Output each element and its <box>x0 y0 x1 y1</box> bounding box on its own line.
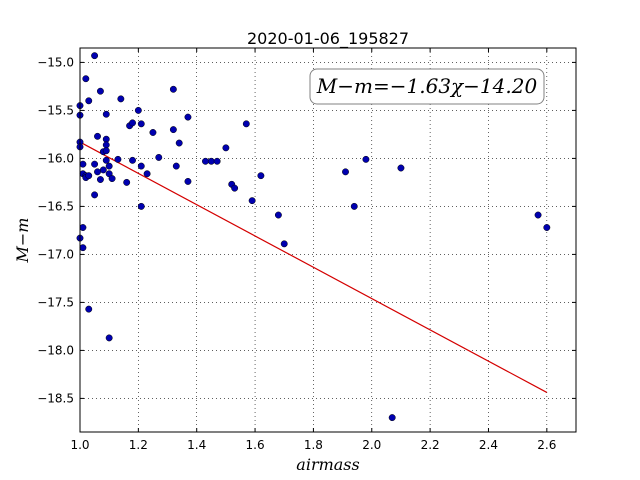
data-point <box>85 97 93 105</box>
plot-frame <box>79 47 577 433</box>
fit-line-group <box>79 141 548 393</box>
fit-annotation-box <box>309 68 545 105</box>
data-point <box>114 155 122 163</box>
data-point <box>129 119 136 127</box>
data-point <box>248 197 256 205</box>
data-point <box>222 144 230 152</box>
data-point <box>169 85 177 93</box>
data-point <box>534 211 542 219</box>
y-tick-label: −17.5 <box>37 295 74 309</box>
x-axis-label: airmass <box>296 455 359 474</box>
data-point <box>85 172 93 180</box>
data-point <box>102 147 110 155</box>
x-ticks: 1.0 1.2 1.4 1.6 1.8 2.0 2.2 2.4 2.6 <box>70 48 556 452</box>
data-point <box>257 172 265 180</box>
data-point <box>149 129 157 136</box>
data-point <box>543 224 551 231</box>
y-ticks: −15.0 −15.5 −16.0 −16.5 −17.0 −17.5 −18.0 −18.5 <box>37 55 576 405</box>
data-point <box>108 175 116 183</box>
data-point <box>82 75 90 83</box>
data-point <box>99 166 107 174</box>
y-tick-label: −18.0 <box>37 343 74 357</box>
y-tick-label: −18.5 <box>37 391 74 405</box>
data-point <box>105 162 113 170</box>
data-point <box>94 168 101 176</box>
data-point <box>175 139 183 147</box>
y-tick-label: −16.0 <box>37 151 74 165</box>
x-tick-label: 1.4 <box>187 438 206 452</box>
grid <box>79 48 576 432</box>
chart-title: 2020-01-06_195827 <box>247 29 409 49</box>
data-point <box>213 157 221 165</box>
data-point <box>91 52 99 60</box>
data-point <box>137 202 145 210</box>
data-point <box>362 155 370 163</box>
data-point <box>397 164 405 172</box>
data-point <box>129 156 136 164</box>
data-point <box>85 305 93 313</box>
x-tick-label: 1.8 <box>304 438 323 452</box>
plot-area <box>80 48 576 432</box>
data-point <box>388 414 396 422</box>
data-point <box>155 153 163 161</box>
fit-line <box>79 141 548 393</box>
data-point <box>79 244 87 252</box>
data-point <box>242 120 250 128</box>
x-tick-label: 1.6 <box>246 438 265 452</box>
data-point <box>342 168 349 176</box>
data-point <box>105 334 113 342</box>
y-tick-label: −17.0 <box>37 247 74 261</box>
y-tick-label: −16.5 <box>37 199 74 213</box>
data-point <box>94 132 101 140</box>
data-point <box>102 110 110 118</box>
data-point <box>274 211 282 219</box>
points-group <box>76 52 551 422</box>
x-tick-label: 1.2 <box>129 438 148 452</box>
x-tick-label: 2.4 <box>479 438 498 452</box>
data-point <box>207 157 215 165</box>
data-point <box>172 162 180 170</box>
data-point <box>184 113 192 121</box>
data-point <box>134 106 142 114</box>
data-point <box>96 87 104 95</box>
data-point <box>91 191 99 199</box>
y-tick-label: −15.0 <box>37 55 74 69</box>
data-point <box>123 178 131 186</box>
x-tick-label: 2.2 <box>421 438 440 452</box>
data-point <box>102 135 110 143</box>
x-tick-label: 2.0 <box>362 438 381 452</box>
data-point <box>102 141 110 149</box>
data-point <box>137 162 145 170</box>
x-tick-label: 1.0 <box>70 438 89 452</box>
y-tick-label: −15.5 <box>37 103 74 117</box>
data-point <box>169 126 177 134</box>
fit-annotation: M−m=−1.63χ−14.20 <box>316 74 538 98</box>
data-point <box>202 157 209 165</box>
data-point <box>96 176 104 183</box>
data-point <box>350 202 358 210</box>
data-point <box>231 184 239 192</box>
data-point <box>117 95 125 103</box>
x-tick-label: 2.6 <box>537 438 556 452</box>
data-point <box>102 156 110 164</box>
data-point <box>91 160 99 168</box>
data-point <box>137 120 145 128</box>
data-point <box>79 224 87 231</box>
y-axis-label: M−m <box>13 218 32 264</box>
data-point <box>79 160 87 168</box>
data-point <box>184 177 192 185</box>
data-point <box>280 240 288 248</box>
data-point <box>143 170 151 178</box>
